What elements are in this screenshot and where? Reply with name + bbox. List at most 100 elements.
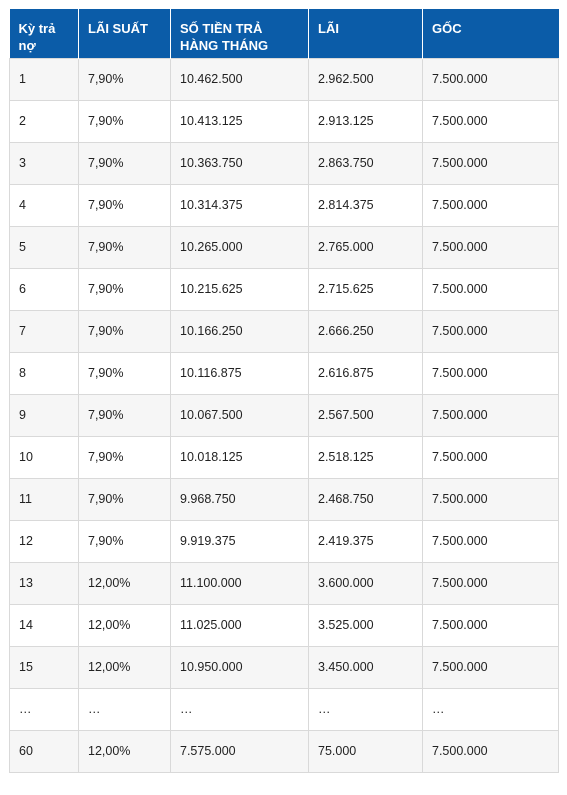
header-period: Kỳ trả nợ bbox=[9, 9, 79, 58]
cell-monthly-payment: 10.413.125 bbox=[170, 99, 309, 143]
cell-interest-rate: 12,00% bbox=[78, 645, 171, 689]
cell-monthly-payment: 10.116.875 bbox=[170, 351, 309, 395]
cell-period: 3 bbox=[9, 141, 79, 185]
table-row: 3 7,90% 10.363.750 2.863.750 7.500.000 bbox=[9, 141, 559, 185]
table-row: 9 7,90% 10.067.500 2.567.500 7.500.000 bbox=[9, 393, 559, 437]
cell-interest-rate: 7,90% bbox=[78, 393, 171, 437]
cell-interest: 2.616.875 bbox=[308, 351, 423, 395]
cell-principal: 7.500.000 bbox=[422, 225, 559, 269]
cell-interest-rate: 7,90% bbox=[78, 309, 171, 353]
cell-monthly-payment: 10.950.000 bbox=[170, 645, 309, 689]
cell-interest-rate: 7,90% bbox=[78, 435, 171, 479]
cell-interest: 2.468.750 bbox=[308, 477, 423, 521]
table-row: 12 7,90% 9.919.375 2.419.375 7.500.000 bbox=[9, 519, 559, 563]
repayment-table: Kỳ trả nợ LÃI SUẤT SỐ TIỀN TRẢ HÀNG THÁN… bbox=[9, 9, 559, 773]
cell-interest-rate: 7,90% bbox=[78, 141, 171, 185]
cell-monthly-payment: … bbox=[170, 687, 309, 731]
cell-period: 8 bbox=[9, 351, 79, 395]
cell-interest: … bbox=[308, 687, 423, 731]
cell-interest: 3.450.000 bbox=[308, 645, 423, 689]
cell-period: 7 bbox=[9, 309, 79, 353]
cell-interest-rate: 7,90% bbox=[78, 519, 171, 563]
cell-monthly-payment: 7.575.000 bbox=[170, 729, 309, 773]
cell-interest-rate: 7,90% bbox=[78, 99, 171, 143]
cell-period: 14 bbox=[9, 603, 79, 647]
cell-period: 13 bbox=[9, 561, 79, 605]
cell-period: 5 bbox=[9, 225, 79, 269]
table-header-row: Kỳ trả nợ LÃI SUẤT SỐ TIỀN TRẢ HÀNG THÁN… bbox=[9, 9, 559, 58]
cell-monthly-payment: 10.265.000 bbox=[170, 225, 309, 269]
cell-period: 1 bbox=[9, 57, 79, 101]
cell-interest-rate: 7,90% bbox=[78, 267, 171, 311]
cell-principal: 7.500.000 bbox=[422, 183, 559, 227]
cell-interest-rate: … bbox=[78, 687, 171, 731]
cell-principal: 7.500.000 bbox=[422, 729, 559, 773]
cell-principal: 7.500.000 bbox=[422, 519, 559, 563]
table-row: 5 7,90% 10.265.000 2.765.000 7.500.000 bbox=[9, 225, 559, 269]
cell-period: 6 bbox=[9, 267, 79, 311]
cell-interest: 2.913.125 bbox=[308, 99, 423, 143]
cell-principal: 7.500.000 bbox=[422, 435, 559, 479]
repayment-schedule: Kỳ trả nợ LÃI SUẤT SỐ TIỀN TRẢ HÀNG THÁN… bbox=[9, 9, 559, 773]
cell-monthly-payment: 11.100.000 bbox=[170, 561, 309, 605]
cell-interest: 2.962.500 bbox=[308, 57, 423, 101]
cell-interest-rate: 7,90% bbox=[78, 57, 171, 101]
table-row: …………… bbox=[9, 687, 559, 731]
table-row: 15 12,00% 10.950.000 3.450.000 7.500.000 bbox=[9, 645, 559, 689]
cell-interest: 2.765.000 bbox=[308, 225, 423, 269]
cell-principal: 7.500.000 bbox=[422, 141, 559, 185]
cell-interest-rate: 7,90% bbox=[78, 225, 171, 269]
cell-interest: 2.814.375 bbox=[308, 183, 423, 227]
cell-interest-rate: 12,00% bbox=[78, 729, 171, 773]
header-principal: GỐC bbox=[422, 9, 559, 58]
cell-monthly-payment: 10.314.375 bbox=[170, 183, 309, 227]
table-row: 7 7,90% 10.166.250 2.666.250 7.500.000 bbox=[9, 309, 559, 353]
table-row: 1 7,90% 10.462.500 2.962.500 7.500.000 bbox=[9, 57, 559, 101]
cell-interest: 3.600.000 bbox=[308, 561, 423, 605]
cell-interest: 3.525.000 bbox=[308, 603, 423, 647]
cell-interest-rate: 7,90% bbox=[78, 477, 171, 521]
cell-principal: 7.500.000 bbox=[422, 309, 559, 353]
cell-interest: 2.715.625 bbox=[308, 267, 423, 311]
header-interest-rate: LÃI SUẤT bbox=[78, 9, 171, 58]
cell-period: … bbox=[9, 687, 79, 731]
cell-period: 2 bbox=[9, 99, 79, 143]
cell-principal: 7.500.000 bbox=[422, 477, 559, 521]
cell-monthly-payment: 10.363.750 bbox=[170, 141, 309, 185]
cell-interest: 75.000 bbox=[308, 729, 423, 773]
table-row: 10 7,90% 10.018.125 2.518.125 7.500.000 bbox=[9, 435, 559, 479]
cell-interest: 2.567.500 bbox=[308, 393, 423, 437]
cell-period: 9 bbox=[9, 393, 79, 437]
cell-interest-rate: 12,00% bbox=[78, 561, 171, 605]
cell-interest-rate: 7,90% bbox=[78, 351, 171, 395]
cell-interest: 2.666.250 bbox=[308, 309, 423, 353]
cell-period: 11 bbox=[9, 477, 79, 521]
cell-principal: 7.500.000 bbox=[422, 645, 559, 689]
cell-interest-rate: 12,00% bbox=[78, 603, 171, 647]
cell-period: 4 bbox=[9, 183, 79, 227]
cell-monthly-payment: 9.919.375 bbox=[170, 519, 309, 563]
cell-principal: 7.500.000 bbox=[422, 99, 559, 143]
table-row: 4 7,90% 10.314.375 2.814.375 7.500.000 bbox=[9, 183, 559, 227]
cell-principal: 7.500.000 bbox=[422, 393, 559, 437]
cell-monthly-payment: 9.968.750 bbox=[170, 477, 309, 521]
table-row: 13 12,00% 11.100.000 3.600.000 7.500.000 bbox=[9, 561, 559, 605]
cell-principal: 7.500.000 bbox=[422, 603, 559, 647]
table-row: 60 12,00% 7.575.000 75.000 7.500.000 bbox=[9, 729, 559, 773]
header-interest: LÃI bbox=[308, 9, 423, 58]
cell-interest: 2.518.125 bbox=[308, 435, 423, 479]
cell-principal: … bbox=[422, 687, 559, 731]
cell-principal: 7.500.000 bbox=[422, 351, 559, 395]
cell-monthly-payment: 10.018.125 bbox=[170, 435, 309, 479]
header-monthly-payment: SỐ TIỀN TRẢ HÀNG THÁNG bbox=[170, 9, 309, 58]
table-row: 2 7,90% 10.413.125 2.913.125 7.500.000 bbox=[9, 99, 559, 143]
cell-interest: 2.419.375 bbox=[308, 519, 423, 563]
cell-monthly-payment: 10.067.500 bbox=[170, 393, 309, 437]
cell-monthly-payment: 10.166.250 bbox=[170, 309, 309, 353]
cell-monthly-payment: 10.462.500 bbox=[170, 57, 309, 101]
cell-monthly-payment: 10.215.625 bbox=[170, 267, 309, 311]
cell-period: 15 bbox=[9, 645, 79, 689]
cell-principal: 7.500.000 bbox=[422, 267, 559, 311]
cell-period: 10 bbox=[9, 435, 79, 479]
table-row: 14 12,00% 11.025.000 3.525.000 7.500.000 bbox=[9, 603, 559, 647]
